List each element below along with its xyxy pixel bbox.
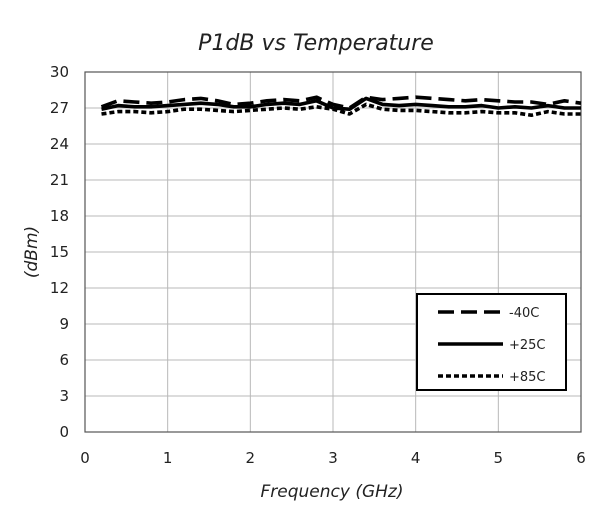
y-tick-label: 6 bbox=[59, 351, 69, 369]
x-tick-label: 3 bbox=[328, 449, 338, 467]
x-tick-label: 6 bbox=[576, 449, 586, 467]
legend-label: +25C bbox=[509, 338, 546, 353]
y-tick-label: 21 bbox=[50, 171, 69, 189]
legend: -40C +25C +85C bbox=[416, 293, 567, 391]
y-tick-label: 9 bbox=[59, 315, 69, 333]
x-tick-label: 5 bbox=[494, 449, 504, 467]
x-axis-ticks: 0 1 2 3 4 5 6 bbox=[80, 449, 586, 467]
series-line-2 bbox=[101, 102, 581, 117]
y-tick-label: 3 bbox=[59, 387, 69, 405]
y-tick-label: 15 bbox=[50, 243, 69, 261]
y-tick-label: 27 bbox=[50, 99, 69, 117]
chart-title: P1dB vs Temperature bbox=[198, 31, 434, 56]
y-tick-label: 0 bbox=[59, 423, 69, 441]
y-axis-ticks: 0 3 6 9 12 15 18 21 24 27 30 bbox=[50, 63, 69, 441]
y-tick-label: 30 bbox=[50, 63, 69, 81]
y-tick-label: 12 bbox=[50, 279, 69, 297]
x-tick-label: 0 bbox=[80, 449, 90, 467]
legend-box bbox=[416, 293, 567, 391]
series-line-1 bbox=[101, 96, 581, 111]
x-tick-label: 4 bbox=[411, 449, 421, 467]
legend-label: +85C bbox=[509, 370, 546, 385]
y-tick-label: 18 bbox=[50, 207, 69, 225]
x-tick-label: 2 bbox=[246, 449, 256, 467]
plot-area bbox=[84, 71, 582, 433]
y-tick-label: 24 bbox=[50, 135, 69, 153]
x-tick-label: 1 bbox=[163, 449, 173, 467]
y-axis-label: (dBm) bbox=[22, 226, 42, 278]
series-lines bbox=[100, 95, 582, 117]
legend-label: -40C bbox=[509, 306, 539, 321]
series-line-0 bbox=[100, 95, 582, 110]
x-axis-label: Frequency (GHz) bbox=[261, 482, 404, 502]
